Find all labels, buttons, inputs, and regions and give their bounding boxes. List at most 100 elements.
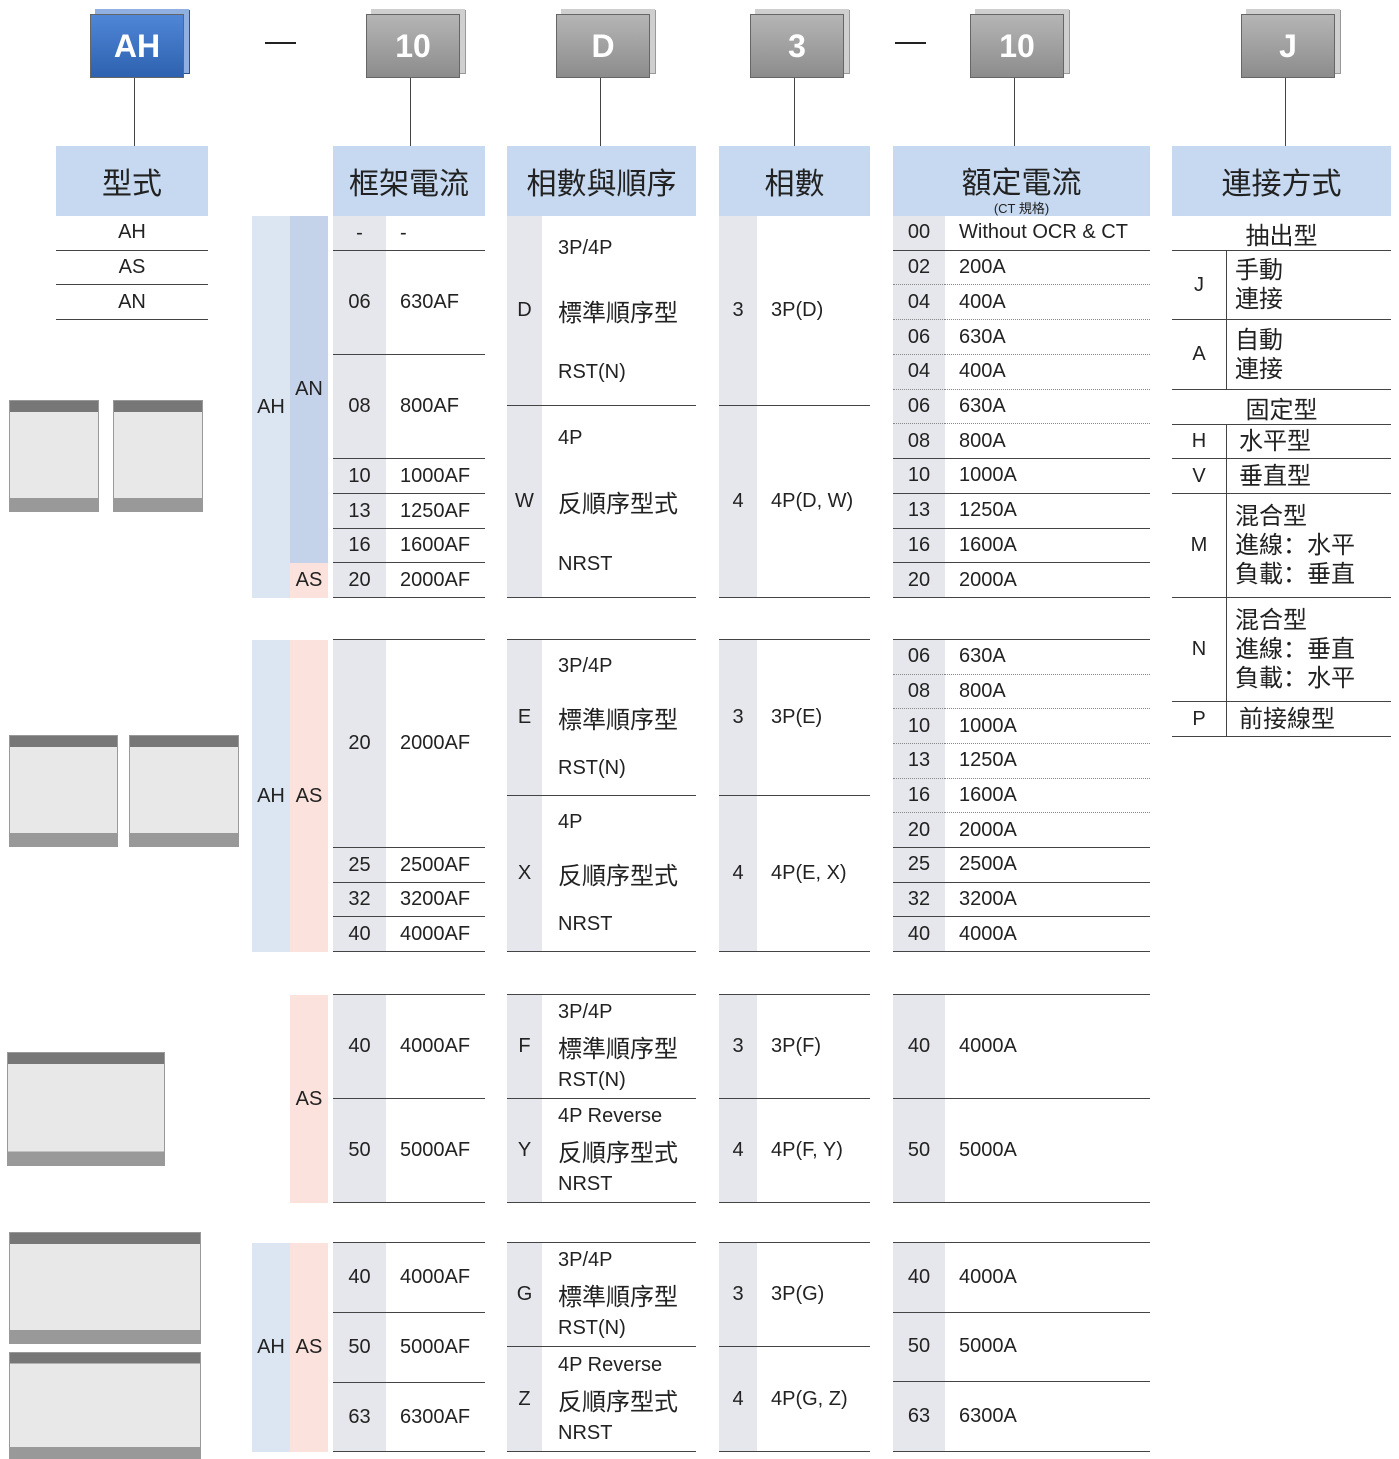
- rated-code: 10: [893, 459, 945, 494]
- type-cell: AH: [56, 216, 208, 251]
- sequence-line: 標準順序型: [558, 707, 678, 734]
- connection-code: J: [1172, 251, 1226, 320]
- connector: [1285, 78, 1286, 146]
- code-box: 3: [750, 14, 844, 78]
- sequence-line: NRST: [558, 553, 613, 575]
- rated-label: 2000A: [945, 813, 1150, 848]
- rated-code: 25: [893, 848, 945, 883]
- model-label: AH: [252, 216, 290, 598]
- connection-line: 進線：水平: [1235, 532, 1355, 559]
- sequence-text: 4P 反順序型式 NRST: [542, 406, 696, 598]
- sequence-line: 反順序型式: [558, 1139, 678, 1167]
- sequence-line: 4P: [558, 427, 583, 449]
- rated-code: 08: [893, 424, 945, 460]
- rule: [507, 639, 696, 640]
- rated-code: 02: [893, 251, 945, 286]
- rated-label: 400A: [945, 355, 1150, 390]
- connection-line: 負載：水平: [1235, 665, 1355, 692]
- frame-code: 63: [333, 1383, 386, 1452]
- connection-code: V: [1172, 459, 1226, 494]
- phase-code: 3: [719, 1243, 757, 1347]
- model-label: AS: [290, 1243, 328, 1452]
- model-label: AH: [252, 640, 290, 952]
- frame-label: 1250AF: [386, 494, 485, 529]
- rated-label: 1600A: [945, 779, 1150, 814]
- phase-code: 3: [719, 640, 757, 796]
- rated-code: 06: [893, 640, 945, 675]
- connection-text: 手動 連接: [1226, 251, 1391, 320]
- connection-code: H: [1172, 425, 1226, 459]
- dash: [895, 42, 926, 44]
- column-header: 相數: [719, 146, 870, 216]
- connection-line: 混合型: [1235, 503, 1307, 530]
- sequence-line: RST(N): [558, 1316, 626, 1339]
- rated-label: 630A: [945, 320, 1150, 355]
- connection-line: 手動: [1235, 257, 1283, 284]
- sequence-line: NRST: [558, 913, 613, 935]
- sequence-line: 標準順序型: [558, 1035, 678, 1063]
- rated-code: 06: [893, 320, 945, 355]
- rated-label: 5000A: [945, 1099, 1150, 1203]
- frame-label: 5000AF: [386, 1313, 485, 1383]
- frame-code: 32: [333, 883, 386, 917]
- frame-label: 630AF: [386, 251, 485, 355]
- sequence-code: X: [507, 796, 542, 952]
- phase-label: 4P(D, W): [757, 406, 870, 598]
- code-box: J: [1241, 14, 1335, 78]
- sequence-line: 3P/4P: [558, 236, 613, 259]
- product-photo: [129, 735, 239, 847]
- rated-label: 4000A: [945, 995, 1150, 1099]
- sequence-code: Y: [507, 1099, 542, 1203]
- rule: [507, 1242, 696, 1243]
- connection-line: 前接線型: [1239, 705, 1335, 733]
- rule: [719, 994, 870, 995]
- rated-code: 50: [893, 1099, 945, 1203]
- connector: [134, 78, 135, 146]
- sequence-line: 3P/4P: [558, 1001, 613, 1024]
- frame-label: 2000AF: [386, 563, 485, 598]
- rated-code: 20: [893, 563, 945, 598]
- sequence-text: 3P/4P 標準順序型 RST(N): [542, 1243, 696, 1347]
- connection-text: 垂直型: [1226, 459, 1391, 494]
- rated-code: 13: [893, 744, 945, 779]
- sequence-text: 3P/4P 標準順序型 RST(N): [542, 995, 696, 1099]
- phase-code: 4: [719, 406, 757, 598]
- code-box: 10: [366, 14, 460, 78]
- product-photo: [9, 400, 99, 512]
- sequence-line: 4P Reverse: [558, 1353, 663, 1376]
- rated-label: 400A: [945, 285, 1150, 321]
- model-label: AH: [252, 1243, 290, 1452]
- sequence-line: 反順序型式: [558, 491, 678, 518]
- frame-code: 20: [333, 563, 386, 598]
- connection-line: 垂直型: [1239, 462, 1311, 490]
- frame-code: 13: [333, 494, 386, 529]
- header-text: 型式: [102, 168, 162, 201]
- frame-code: 10: [333, 459, 386, 494]
- sequence-code: D: [507, 216, 542, 406]
- rule: [719, 1242, 870, 1243]
- header-note: (CT 規格): [993, 200, 1050, 216]
- sequence-line: RST(N): [558, 1068, 626, 1091]
- connection-text: 混合型 進線：水平 負載：垂直: [1226, 494, 1391, 598]
- connection-code: P: [1172, 702, 1226, 737]
- rated-label: 800A: [945, 675, 1150, 710]
- sequence-line: 標準順序型: [558, 299, 678, 327]
- rated-code-bg: [893, 216, 945, 598]
- connector: [600, 78, 601, 146]
- rated-code: 13: [893, 494, 945, 529]
- sequence-text: 4P Reverse 反順序型式 NRST: [542, 1347, 696, 1452]
- rated-label: 1600A: [945, 529, 1150, 564]
- rated-label: 200A: [945, 251, 1150, 286]
- sequence-line: NRST: [558, 1172, 613, 1195]
- connection-code: M: [1172, 494, 1226, 598]
- sequence-line: 標準順序型: [558, 1283, 678, 1311]
- frame-label: 4000AF: [386, 1243, 485, 1313]
- rated-label: 4000A: [945, 1243, 1150, 1313]
- rated-code: 00: [893, 216, 945, 251]
- sequence-text: 4P Reverse 反順序型式 NRST: [542, 1099, 696, 1203]
- connection-line: 進線：垂直: [1235, 636, 1355, 663]
- rated-code: 40: [893, 1243, 945, 1313]
- frame-label: 2000AF: [386, 640, 485, 848]
- rated-code: 32: [893, 883, 945, 918]
